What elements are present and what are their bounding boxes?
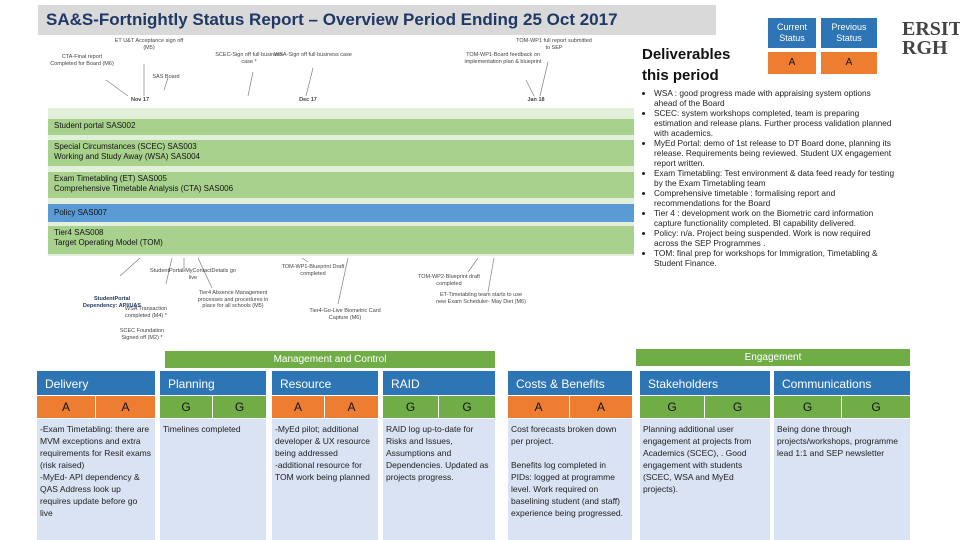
resource-notes: -MyEd pilot; additional developer & UX r… (272, 419, 378, 540)
marker-tom-wp2-draft: TOM-WP2-Blueprint draft completed (418, 274, 480, 287)
marker-et-exam-scheduler: ET-Timetabling team starts to use new Ex… (436, 292, 526, 305)
timeline-row-policy: Policy SAS007 (48, 204, 634, 222)
raid-header: RAID (383, 371, 495, 395)
communications-header: Communications (774, 371, 910, 395)
delivery-rag-current: A (37, 396, 95, 418)
deliverables-title-line1: Deliverables (642, 46, 731, 63)
marker-tier4-biometric: Tier4-Go-Live Biometric Card Capture (M6… (309, 308, 381, 321)
marker-scec-signoff: SCEC-Sign off full business case * (215, 52, 283, 65)
marker-et-uat: ET U&T Acceptance sign off (M5) (114, 38, 184, 51)
resource-rag-current: A (272, 396, 324, 418)
previous-status-label: Previous Status (821, 18, 877, 48)
deliverables-list: WSA : good progress made with appraising… (641, 88, 896, 320)
report-title: SA&S-Fortnightly Status Report – Overvie… (38, 5, 716, 35)
timeline-top-connectors (105, 61, 549, 97)
deliverable-item: Tier 4 : development work on the Biometr… (654, 208, 896, 228)
timeline-top-markers: ET U&T Acceptance sign off (M5) CTA-Fina… (48, 38, 634, 110)
marker-portal-dependency: StudentPortal Dependency: API/UAS (82, 296, 142, 309)
deliverables-title: Deliverables this period (642, 44, 762, 86)
marker-myed-contact-details: StudentPortal-MyContactDetails go live (150, 268, 236, 281)
stakeholders-header: Stakeholders (640, 371, 770, 395)
row-label: Working and Study Away (WSA) SAS004 (54, 152, 200, 161)
costs-benefits-rag-previous: A (570, 396, 632, 418)
row-label: Special Circumstances (SCEC) SAS003 (54, 142, 197, 151)
deliverable-item: TOM: final prep for workshops for Immigr… (654, 248, 896, 268)
row-label: Policy SAS007 (54, 208, 107, 217)
current-status-value: A (768, 52, 816, 74)
marker-wsa-signoff: WSA-Sign off full business case (274, 52, 352, 58)
communications-rag-previous: G (842, 396, 910, 418)
resource-rag-previous: A (325, 396, 378, 418)
marker-tom-wp1-feedback: TOM-WP1-Board feedback on implementation… (464, 52, 542, 65)
marker-tier4-absence: Tier4 Absence Management processes and p… (197, 290, 269, 309)
deliverable-item: Policy: n/a. Project being suspended. Wo… (654, 228, 896, 248)
costs-benefits-header: Costs & Benefits (508, 371, 632, 395)
stakeholders-rag-current: G (640, 396, 704, 418)
row-label: Student portal SAS002 (54, 121, 136, 130)
marker-tom-wp1-draft: TOM-WP1-Blueprint Draft completed (281, 264, 345, 277)
deliverable-item: Exam Timetabling: Test environment & dat… (654, 168, 896, 188)
communications-rag-current: G (774, 396, 841, 418)
marker-cta-final: CTA-Final report Completed for Board (M6… (50, 54, 114, 67)
current-status-label: Current Status (768, 18, 816, 48)
month-label-dec: Dec 17 (299, 97, 317, 103)
university-logo: ERSITY RGH (902, 18, 960, 59)
engagement-section-bar: Engagement (636, 349, 910, 366)
planning-rag-previous: G (213, 396, 266, 418)
raid-notes: RAID log up-to-date for Risks and Issues… (383, 419, 495, 540)
management-section-bar: Management and Control (165, 351, 495, 368)
delivery-notes: -Exam Timetabling: there are MVM excepti… (37, 419, 155, 540)
university-logo-line1: ERSITY (902, 18, 960, 40)
stakeholders-rag-previous: G (705, 396, 770, 418)
deliverable-item: MyEd Portal: demo of 1st release to DT B… (654, 138, 896, 168)
university-logo-line2: RGH (902, 37, 948, 59)
previous-status-value: A (821, 52, 877, 74)
timeline-row-student-portal: Student portal SAS002 (48, 119, 634, 135)
raid-rag-current: G (383, 396, 438, 418)
marker-sas-board: SAS Board (152, 74, 180, 80)
marker-wsa-transaction: WSA Transaction completed (M4) * (124, 306, 168, 319)
deliverable-item: WSA : good progress made with appraising… (654, 88, 896, 108)
planning-header: Planning (160, 371, 266, 395)
stakeholders-notes: Planning additional user engagement at p… (640, 419, 770, 540)
planning-notes: Timelines completed (160, 419, 266, 540)
row-label: Tier4 SAS008 (54, 228, 104, 237)
timeline-row-tier4-tom: Tier4 SAS008 Target Operating Model (TOM… (48, 226, 634, 254)
resource-header: Resource (272, 371, 378, 395)
timeline-bottom-connectors (119, 258, 495, 305)
marker-tom-wp1-report: TOM-WP1 full report submitted to SEP (516, 38, 592, 51)
costs-benefits-notes: Cost forecasts broken down per project. … (508, 419, 632, 540)
deliverable-item: Comprehensive timetable : formalising re… (654, 188, 896, 208)
month-label-jan: Jan 18 (527, 97, 545, 103)
communications-notes: Being done through projects/workshops, p… (774, 419, 910, 540)
row-label: Comprehensive Timetable Analysis (CTA) S… (54, 184, 234, 193)
delivery-header: Delivery (37, 371, 155, 395)
marker-scec-foundation: SCEC Foundation Signed off (M2) * (119, 328, 165, 341)
row-label: Target Operating Model (TOM) (54, 238, 163, 247)
timeline-row-scec-wsa: Special Circumstances (SCEC) SAS003 Work… (48, 140, 634, 166)
raid-rag-previous: G (439, 396, 495, 418)
planning-rag-current: G (160, 396, 212, 418)
timeline-row-et-cta: Exam Timetabling (ET) SAS005 Comprehensi… (48, 172, 634, 198)
row-label: Exam Timetabling (ET) SAS005 (54, 174, 167, 183)
month-label-nov: Nov 17 (130, 97, 150, 103)
costs-benefits-rag-current: A (508, 396, 569, 418)
deliverables-title-line2: this period (642, 67, 719, 84)
delivery-rag-previous: A (96, 396, 155, 418)
timeline-bottom-markers: StudentPortal-MyContactDetails go live S… (48, 258, 634, 344)
deliverable-item: SCEC: system workshops completed, team i… (654, 108, 896, 138)
